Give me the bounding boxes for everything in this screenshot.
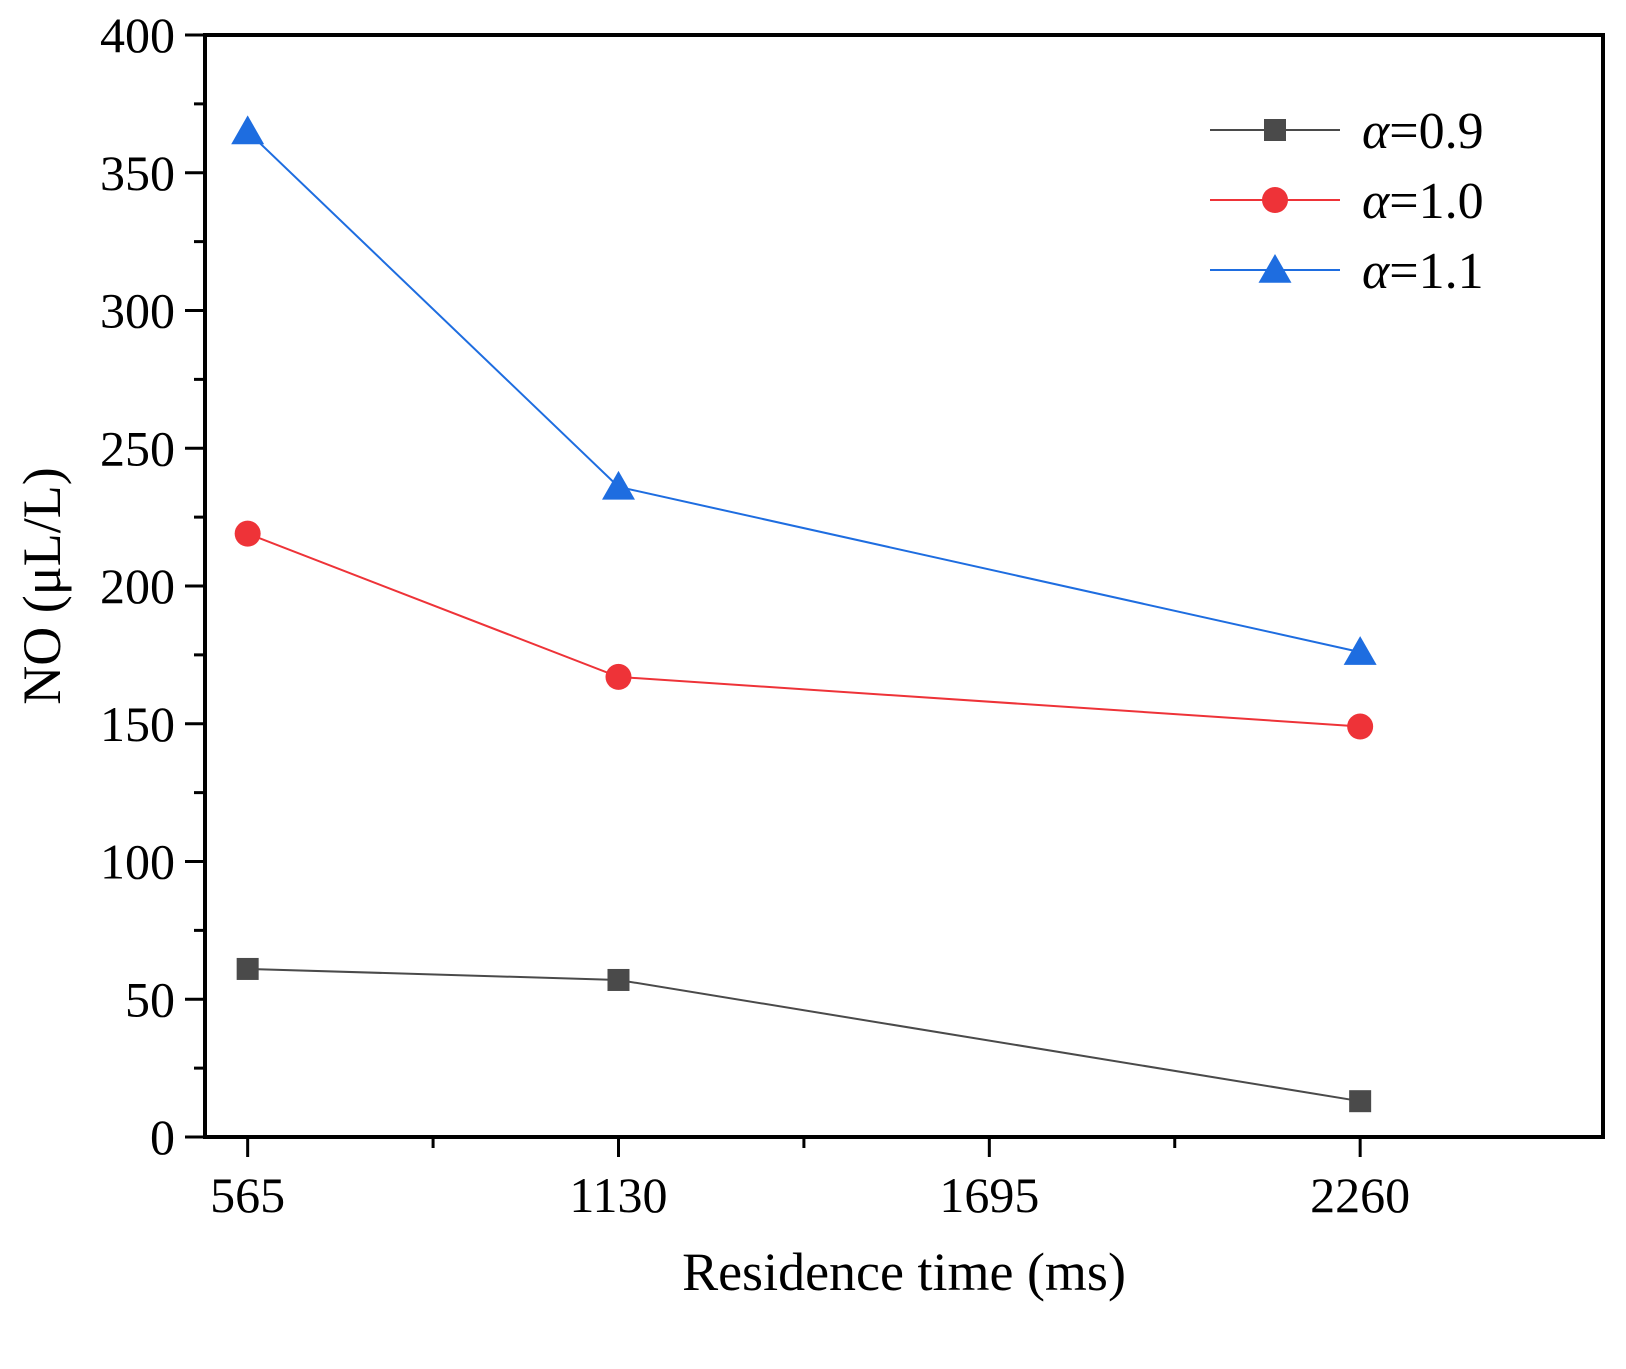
y-axis-title: NO (μL/L) — [12, 467, 72, 704]
legend-label: α=1.0 — [1362, 173, 1484, 230]
y-tick-label: 300 — [100, 283, 175, 339]
y-tick-label: 50 — [125, 971, 175, 1027]
legend-symbol: α — [1362, 173, 1391, 230]
data-point-square — [607, 968, 630, 991]
legend: α=0.9α=1.0α=1.1 — [1210, 103, 1484, 300]
y-tick-label: 0 — [150, 1109, 175, 1165]
y-tick-label: 150 — [100, 696, 175, 752]
x-tick-label: 1130 — [569, 1167, 667, 1223]
y-tick-label: 400 — [100, 7, 175, 63]
data-point-triangle — [602, 470, 635, 500]
legend-value: =1.1 — [1389, 243, 1483, 300]
data-point-circle — [234, 520, 261, 547]
y-tick-label: 100 — [100, 834, 175, 890]
legend-symbol: α — [1362, 103, 1391, 160]
data-point-circle — [1347, 713, 1374, 740]
legend-item: α=0.9 — [1210, 103, 1484, 160]
data-point-triangle — [1343, 636, 1377, 665]
legend-item: α=1.1 — [1210, 243, 1484, 300]
series-1 — [236, 957, 1372, 1113]
legend-label: α=1.1 — [1362, 243, 1484, 300]
legend-symbol: α — [1362, 243, 1391, 300]
legend-item: α=1.0 — [1210, 173, 1484, 230]
y-tick-label: 350 — [100, 145, 175, 201]
series-3 — [231, 115, 1377, 665]
data-point-circle — [605, 663, 632, 690]
x-tick-label: 1695 — [939, 1167, 1039, 1223]
legend-label: α=0.9 — [1362, 103, 1484, 160]
x-tick-label: 2260 — [1310, 1167, 1410, 1223]
legend-value: =0.9 — [1389, 103, 1483, 160]
series-layer — [231, 115, 1377, 1113]
series-line-circle — [247, 532, 1361, 728]
legend-value: =1.0 — [1389, 173, 1483, 230]
data-point-square — [1349, 1090, 1372, 1113]
y-tick-label: 250 — [100, 420, 175, 476]
plot-frame — [203, 33, 1605, 1139]
data-point-square — [236, 957, 259, 980]
series-line-triangle — [246, 130, 1361, 654]
legend-marker-triangle — [1258, 254, 1292, 283]
y-tick-label: 200 — [100, 558, 175, 614]
legend-marker-circle — [1262, 187, 1288, 213]
data-point-triangle — [231, 115, 265, 145]
ticks-layer: 0 50 100 150 200 250 300 350 400 565 1130 1695 2260 — [100, 7, 1410, 1223]
x-axis-title: Residence time (ms) — [682, 1242, 1126, 1302]
x-tick-label: 565 — [210, 1167, 285, 1223]
series-line-square — [247, 967, 1361, 1103]
legend-marker-square — [1264, 119, 1286, 141]
series-2 — [234, 520, 1374, 740]
